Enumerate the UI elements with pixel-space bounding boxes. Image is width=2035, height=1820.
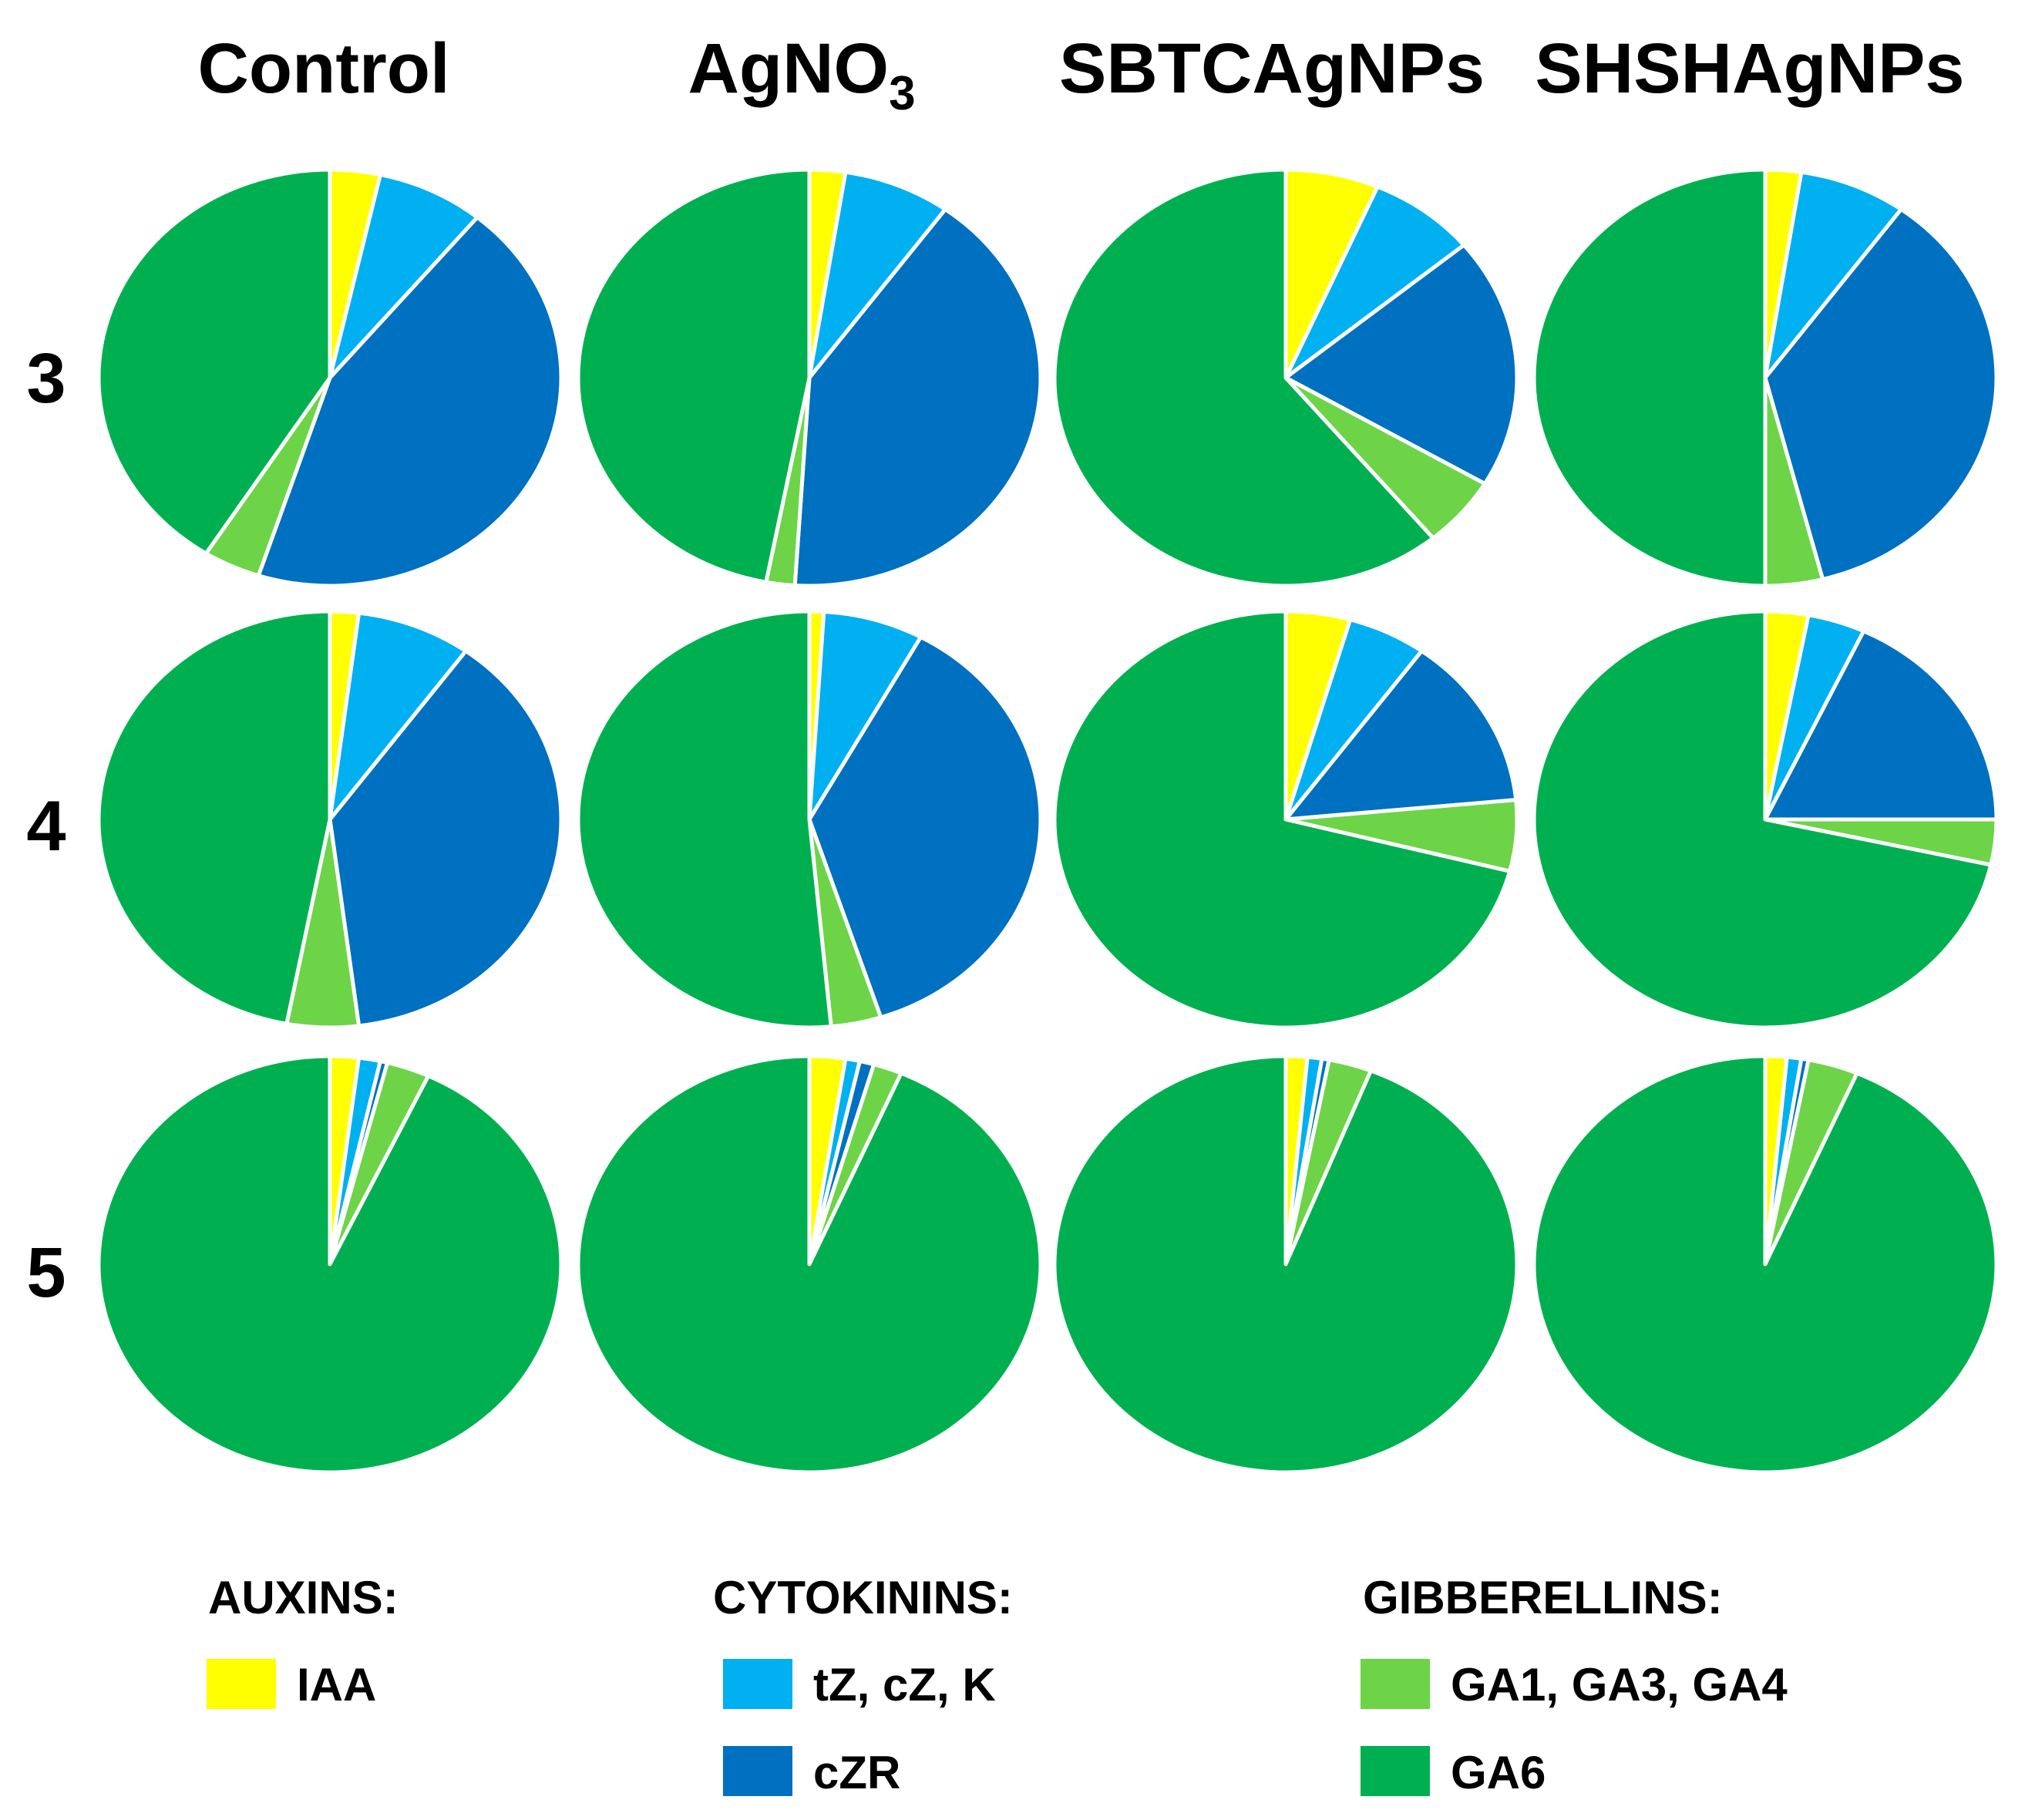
slice-ga6-control-row-3 (96, 167, 332, 556)
slice-czr-control-row-3 (256, 215, 563, 588)
pie-control-row-5 (96, 1054, 563, 1475)
slice-czr-agno3-row-4 (807, 634, 1043, 1020)
legend-label-ga6: GA6 (1451, 1747, 1546, 1798)
column-title-control: Control (197, 29, 449, 108)
legend-label-tz-cz-k: tZ, cZ, K (813, 1659, 996, 1711)
column-title-sbtcagnps: SBTCAgNPs (1059, 29, 1485, 108)
legend-swatch-iaa (207, 1659, 276, 1709)
slice-ga6-sbtcagnps-row-3 (1052, 167, 1435, 588)
legend-swatch-tz-cz-k (723, 1659, 792, 1709)
pies-layer (96, 167, 1999, 1475)
pie-agno3-row-5 (576, 1054, 1043, 1475)
slice-ga6-agno3-row-4 (576, 609, 833, 1030)
slice-tz-cz-k-control-row-3 (328, 173, 479, 380)
slice-czr-sbtcagnps-row-3 (1283, 243, 1519, 486)
slice-tz-cz-k-agno3-row-3 (807, 170, 947, 380)
legend-label-ga1-ga3-ga4: GA1, GA3, GA4 (1451, 1659, 1788, 1711)
slice-tz-cz-k-sbtcagnps-row-3 (1283, 184, 1466, 380)
slice-ga6-sbtcagnps-row-5 (1052, 1054, 1519, 1475)
slice-tz-cz-k-agno3-row-4 (807, 610, 923, 822)
pie-shshagnps-row-5 (1532, 1054, 1999, 1475)
slice-ga6-agno3-row-5 (576, 1054, 1043, 1475)
legend-heading-gibberellins: GIBBERELLINS: (1363, 1572, 1723, 1623)
row-label-5: 5 (26, 1233, 66, 1312)
legend: AUXINS: IAA CYTOKININS: tZ, cZ, K cZR GI… (207, 1572, 1788, 1798)
slice-ga6-shshagnps-row-5 (1532, 1054, 1999, 1475)
pie-control-row-3 (96, 167, 563, 588)
slice-czr-shshagnps-row-4 (1763, 629, 1999, 822)
pie-shshagnps-row-3 (1532, 167, 1999, 588)
legend-label-czr: cZR (813, 1747, 900, 1798)
slice-czr-control-row-4 (328, 649, 563, 1028)
slice-ga6-sbtcagnps-row-4 (1052, 609, 1512, 1030)
column-title-agno3: AgNO3 (688, 29, 915, 120)
pie-agno3-row-4 (576, 609, 1043, 1030)
legend-heading-auxins: AUXINS: (208, 1572, 399, 1623)
column-title-agno3-subscript: 3 (889, 67, 915, 120)
slice-czr-sbtcagnps-row-4 (1283, 649, 1519, 822)
row-label-3: 3 (26, 339, 66, 418)
slice-ga6-agno3-row-3 (576, 167, 812, 584)
pie-shshagnps-row-4 (1532, 609, 1999, 1030)
pie-agno3-row-3 (576, 167, 1043, 588)
slice-czr-agno3-row-3 (792, 207, 1043, 588)
legend-swatch-ga6 (1361, 1746, 1430, 1796)
slice-ga6-control-row-4 (96, 609, 332, 1026)
pie-sbtcagnps-row-4 (1052, 609, 1519, 1030)
slice-czr-shshagnps-row-3 (1763, 207, 1999, 582)
slice-ga6-shshagnps-row-4 (1532, 609, 1993, 1030)
column-title-agno3-main: AgNO (688, 29, 889, 108)
pie-sbtcagnps-row-3 (1052, 167, 1519, 588)
slice-ga6-shshagnps-row-3 (1532, 167, 1768, 588)
column-title-shshagnps: SHSHAgNPs (1535, 29, 1964, 108)
slice-tz-cz-k-control-row-4 (328, 611, 468, 822)
row-label-4: 4 (26, 787, 66, 866)
legend-swatch-ga1-ga3-ga4 (1361, 1659, 1430, 1709)
legend-heading-cytokinins: CYTOKININS: (713, 1572, 1013, 1623)
slice-ga6-control-row-5 (96, 1054, 563, 1475)
pie-sbtcagnps-row-5 (1052, 1054, 1519, 1475)
legend-label-iaa: IAA (297, 1659, 376, 1711)
legend-swatch-czr (723, 1746, 792, 1796)
pie-control-row-4 (96, 609, 563, 1030)
slice-tz-cz-k-shshagnps-row-3 (1763, 170, 1903, 380)
